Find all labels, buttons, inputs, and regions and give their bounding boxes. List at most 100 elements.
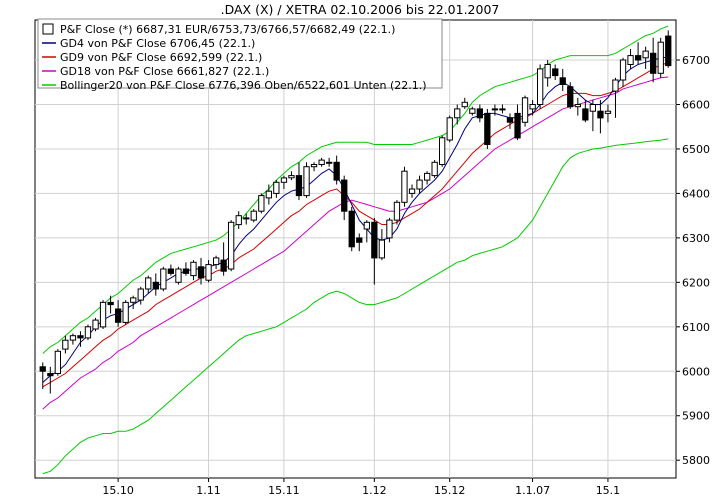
candle bbox=[657, 37, 664, 78]
candle bbox=[582, 100, 589, 123]
candle-body-up bbox=[604, 110, 612, 114]
candle bbox=[506, 113, 514, 129]
candle bbox=[197, 257, 205, 285]
candle-body-up bbox=[491, 108, 499, 111]
price-candles bbox=[39, 30, 672, 394]
candle bbox=[205, 260, 212, 283]
candle-body-up bbox=[228, 221, 235, 270]
y-tick-label: 5900 bbox=[682, 410, 710, 423]
candle bbox=[461, 97, 468, 109]
candle bbox=[567, 82, 574, 109]
candle-body-up bbox=[424, 172, 431, 181]
candle bbox=[54, 349, 62, 376]
candle-body-down bbox=[665, 35, 672, 67]
bollinger-bands bbox=[42, 25, 669, 475]
legend-box bbox=[37, 18, 443, 89]
candle-body-down bbox=[348, 210, 355, 248]
candle-body-up bbox=[439, 137, 446, 166]
candle-body-down bbox=[635, 55, 642, 61]
candle-body-up bbox=[408, 188, 416, 194]
candle-body-down bbox=[559, 77, 566, 86]
candle-body-down bbox=[39, 366, 46, 372]
candle-body-down bbox=[167, 268, 174, 274]
candle bbox=[130, 295, 137, 310]
candle bbox=[439, 135, 446, 167]
candle bbox=[635, 42, 642, 65]
candle bbox=[544, 60, 551, 87]
candle-body-up bbox=[280, 177, 288, 183]
y-tick-label: 6500 bbox=[682, 143, 710, 156]
candle bbox=[280, 175, 288, 189]
candle-body-up bbox=[54, 350, 62, 374]
legend-entry-label: GD9 von P&F Close 6692,599 (22.1.) bbox=[60, 51, 262, 64]
candle-body-up bbox=[454, 108, 461, 119]
gd18-line bbox=[42, 76, 669, 410]
candle-body-down bbox=[484, 112, 491, 146]
candle bbox=[416, 175, 423, 194]
candle-body-down bbox=[77, 335, 84, 339]
candle bbox=[69, 333, 77, 345]
candle-body-up bbox=[92, 319, 99, 330]
candle bbox=[288, 171, 295, 181]
candle bbox=[167, 264, 174, 276]
candle-body-down bbox=[514, 112, 521, 139]
candle bbox=[115, 300, 122, 327]
candle-body-up bbox=[258, 195, 265, 212]
x-tick-label: 15.1 bbox=[596, 484, 621, 497]
candle bbox=[499, 104, 506, 114]
candle bbox=[318, 157, 325, 167]
candle-body-up bbox=[160, 268, 167, 290]
candle-body-down bbox=[182, 268, 190, 274]
candle bbox=[552, 64, 559, 81]
candle bbox=[273, 180, 280, 198]
candle-body-up bbox=[363, 221, 371, 230]
candle-body-up bbox=[288, 175, 295, 179]
candle-body-up bbox=[130, 297, 137, 303]
candle bbox=[454, 104, 461, 125]
candle-body-up bbox=[627, 55, 634, 65]
candle-body-up bbox=[303, 166, 310, 197]
candle-body-up bbox=[122, 301, 129, 323]
candle-body-up bbox=[326, 161, 333, 164]
candle-body-up bbox=[310, 164, 318, 168]
candle bbox=[627, 48, 634, 69]
candle bbox=[182, 262, 190, 276]
candle bbox=[650, 37, 657, 83]
candle bbox=[250, 208, 257, 223]
candle-body-up bbox=[175, 268, 182, 283]
candle bbox=[175, 266, 182, 285]
candle-body-up bbox=[544, 64, 551, 79]
candle bbox=[326, 157, 333, 167]
candle bbox=[491, 104, 499, 116]
candle-body-up bbox=[84, 326, 92, 339]
candle bbox=[99, 300, 107, 330]
chart-title: .DAX (X) / XETRA 02.10.2006 bis 22.01.20… bbox=[221, 2, 500, 17]
candle-body-up bbox=[499, 108, 506, 111]
candle-body-up bbox=[589, 104, 597, 112]
candle-body-up bbox=[205, 264, 212, 281]
candle bbox=[84, 324, 92, 341]
x-tick-label: 1.11 bbox=[196, 484, 221, 497]
x-tick-label: 1.1.07 bbox=[515, 484, 550, 497]
candle bbox=[310, 162, 318, 172]
candle bbox=[431, 160, 438, 178]
candle-body-up bbox=[213, 257, 220, 266]
candle-body-up bbox=[243, 217, 250, 220]
candle-body-down bbox=[197, 266, 205, 279]
candle-body-up bbox=[393, 201, 401, 221]
candle-body-up bbox=[431, 161, 438, 177]
candle bbox=[386, 217, 393, 243]
candle bbox=[612, 77, 619, 118]
candle bbox=[619, 57, 627, 87]
candle bbox=[152, 273, 159, 296]
candle bbox=[145, 275, 152, 294]
candle bbox=[424, 171, 431, 185]
candle bbox=[92, 317, 99, 332]
candle-body-up bbox=[612, 79, 619, 92]
y-tick-label: 6400 bbox=[682, 187, 710, 200]
legend-entry-label: GD18 von P&F Close 6661,827 (22.1.) bbox=[60, 65, 269, 78]
candle-body-down bbox=[333, 161, 340, 181]
candle-body-down bbox=[356, 237, 363, 243]
candle-body-up bbox=[250, 210, 257, 221]
candle-body-up bbox=[137, 288, 144, 301]
